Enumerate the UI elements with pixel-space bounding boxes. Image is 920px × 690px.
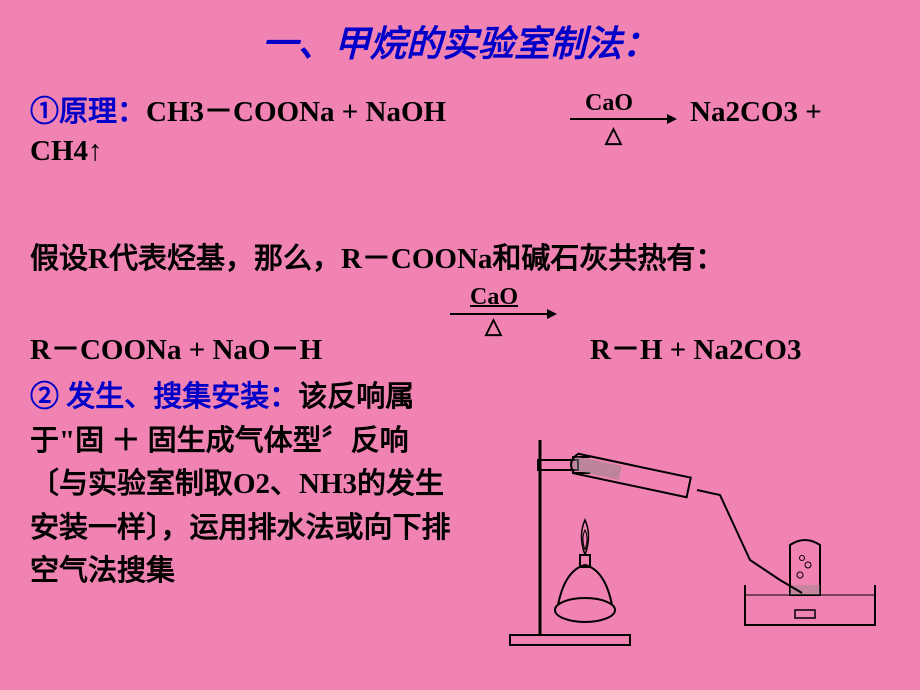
equation-1-right: Na2CO3 +: [690, 92, 822, 133]
apparatus-label: ② 发生、搜集安装：: [30, 381, 298, 413]
alcohol-burner: [555, 520, 615, 622]
stand-base: [510, 635, 630, 645]
delivery-tube: [697, 490, 780, 580]
equation-1-catalyst: CaO: [585, 87, 633, 121]
equation-1-continuation: CH4↑: [30, 135, 890, 168]
equation-2-block: CaO △ R－COONa + NaO－H R－H + Na2CO3: [30, 326, 890, 368]
section-title: 一、甲烷的实验室制法：: [30, 15, 890, 67]
heat-delta-icon: △: [605, 120, 622, 151]
equation-2-catalyst: CaO: [470, 284, 518, 311]
equation-1-left: CH3－COONa + NaOH: [146, 96, 446, 128]
arrow-icon: [570, 118, 675, 120]
collection-tube: [780, 540, 820, 618]
test-tube: [569, 453, 691, 498]
equation-1-prefix: ①原理：: [30, 96, 146, 128]
apparatus-description: ② 发生、搜集安装：该反响属于"固 ＋ 固生成气体型〞反响〔与实验室制取O2、N…: [30, 376, 460, 594]
heat-delta-icon: △: [485, 313, 502, 339]
apparatus-diagram: [490, 420, 890, 660]
equation-1-block: ①原理：CH3－COONa + NaOH CaO △ Na2CO3 + CH4↑: [30, 92, 890, 168]
equation-1-line: ①原理：CH3－COONa + NaOH CaO △ Na2CO3 +: [30, 92, 890, 133]
equation-2-right: R－H + Na2CO3: [590, 326, 801, 368]
equation-2-left: R－COONa + NaO－H: [30, 334, 322, 366]
arrow-icon: [450, 313, 555, 315]
hypothesis-text: 假设R代表烃基，那么，R－COONa和碱石灰共热有：: [30, 238, 890, 282]
